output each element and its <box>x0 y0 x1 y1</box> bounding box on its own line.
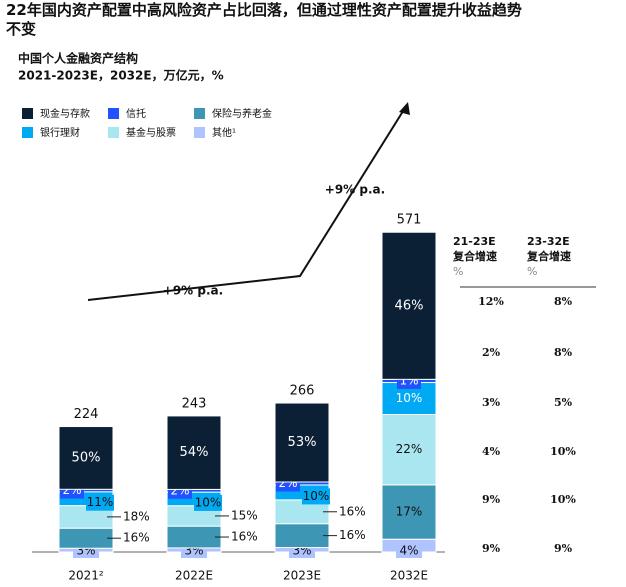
table-header: % <box>527 265 537 278</box>
value-label: 17% <box>396 505 423 519</box>
value-label: 16% <box>123 531 150 545</box>
table-cell: 12% <box>478 295 504 308</box>
growth-label: +9% p.a. <box>163 284 223 298</box>
total-label: 224 <box>74 407 99 422</box>
label-box <box>302 488 330 505</box>
legend-swatch <box>22 127 33 138</box>
table-header: 23-32E <box>527 235 570 248</box>
value-label: 22% <box>396 442 423 456</box>
label-box <box>194 494 222 511</box>
value-label: 16% <box>231 530 258 544</box>
total-label: 266 <box>290 384 315 399</box>
bar-segment <box>381 231 437 380</box>
total-label: 243 <box>182 396 207 411</box>
table-cell: 4% <box>482 445 501 458</box>
table-cell: 8% <box>554 295 573 308</box>
bar-segment <box>166 525 222 549</box>
x-tick-label: 2022E <box>175 569 213 583</box>
legend-label: 基金与股票 <box>126 126 176 139</box>
legend-swatch <box>22 108 33 119</box>
table-cell: 10% <box>550 493 576 506</box>
table-cell: 9% <box>482 542 501 555</box>
bar-segment <box>58 527 114 549</box>
legend-label: 保险与养老金 <box>212 107 272 120</box>
legend-label: 现金与存款 <box>40 107 90 120</box>
value-label: 10% <box>396 391 423 405</box>
x-tick-label: 2021² <box>68 569 104 583</box>
table-cell: 2% <box>482 346 501 359</box>
table-cell: 10% <box>550 445 576 458</box>
growth-arrow <box>87 107 406 301</box>
table-header: 21-23E <box>453 235 496 248</box>
table-header: % <box>453 265 463 278</box>
x-tick-label: 2032E <box>390 569 428 583</box>
value-label: 11% <box>87 495 114 509</box>
value-label: 53% <box>288 435 317 450</box>
growth-label: +9% p.a. <box>325 183 385 197</box>
x-tick-label: 2023E <box>283 569 321 583</box>
table-header: 复合增速 <box>452 249 497 263</box>
legend-label: 其他¹ <box>212 126 236 139</box>
chart-title: 22年国内资产配置中高风险资产占比回落，但通过理性资产配置提升收益趋势不变 <box>6 1 522 38</box>
table-cell: 9% <box>482 493 501 506</box>
value-label: 16% <box>339 528 366 542</box>
bar-segment <box>381 414 437 486</box>
value-label: 10% <box>303 489 330 503</box>
label-box <box>395 390 423 407</box>
chart-subtitle: 中国个人金融资产结构 <box>18 51 138 66</box>
legend-label: 银行理财 <box>40 126 80 139</box>
legend-swatch <box>108 108 119 119</box>
arrow-head <box>399 102 410 115</box>
value-label: 18% <box>123 509 150 523</box>
value-label: 54% <box>180 445 209 460</box>
table-cell: 8% <box>554 346 573 359</box>
legend-swatch <box>108 127 119 138</box>
legend-label: 信托 <box>126 107 146 120</box>
total-label: 571 <box>397 213 422 228</box>
value-label: 15% <box>231 508 258 522</box>
legend-swatch <box>194 108 205 119</box>
table-header: 复合增速 <box>526 249 571 263</box>
value-label: 10% <box>195 495 222 509</box>
value-label: 4% <box>399 544 418 558</box>
legend-swatch <box>194 127 205 138</box>
table-cell: 9% <box>554 542 573 555</box>
value-label: 50% <box>72 450 101 465</box>
value-label: 16% <box>339 504 366 518</box>
table-cell: 3% <box>482 396 501 409</box>
bar-segment <box>166 415 222 490</box>
label-box <box>86 494 114 511</box>
bar-segment <box>274 402 330 483</box>
chart-subtitle: 2021-2023E，2032E，万亿元，% <box>18 68 224 83</box>
table-cell: 5% <box>554 396 573 409</box>
bar-segment <box>58 426 114 490</box>
bar-segment <box>274 523 330 549</box>
label-box <box>396 544 422 558</box>
value-label: 46% <box>395 298 424 313</box>
